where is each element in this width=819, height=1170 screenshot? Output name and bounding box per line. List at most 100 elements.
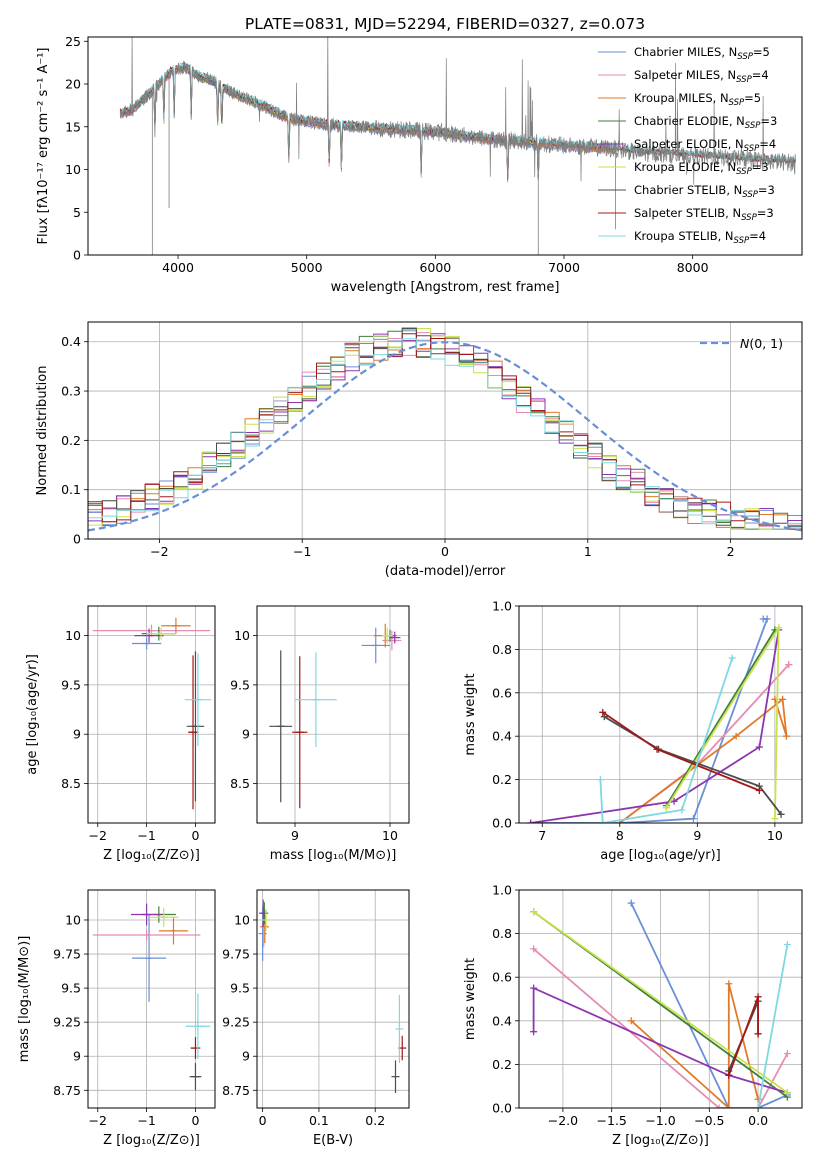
y-tick-label: 0.4 — [492, 729, 512, 744]
y-tick-label: 9 — [73, 727, 81, 742]
y-tick-label: 0.6 — [492, 970, 512, 985]
errorbar-point-chabrier-stelib — [269, 650, 293, 803]
weight-marker — [783, 1050, 791, 1057]
errorbar-point-kroupa-stelib — [184, 653, 212, 747]
x-tick-label: −1 — [137, 1113, 155, 1128]
weight-line — [630, 902, 788, 1108]
legend-label: Kroupa ELODIE, NSSP=3 — [634, 160, 769, 177]
y-tick-label: 0.4 — [492, 1013, 512, 1028]
y-tick-label: 10 — [65, 162, 81, 177]
x-tick-label: 0.2 — [365, 1113, 385, 1128]
histogram-chabrier-stelib — [88, 328, 802, 530]
errorbar-point-salpeter-stelib — [292, 656, 308, 809]
errorbar-point-kroupa-stelib — [395, 994, 404, 1064]
weight-series-kroupa-elodie — [662, 624, 783, 823]
Z-weight-ylabel: mass weight — [463, 958, 478, 1040]
y-tick-label: 9.25 — [222, 1015, 250, 1030]
mass-age-axes: 9 10 8.5 9 9.5 10 mass [log₁₀(M/M⊙)] — [230, 605, 410, 863]
weight-series-kroupa-stelib — [596, 654, 736, 823]
y-tick-label: 5 — [73, 205, 81, 220]
Z-mass-xlabel: Z [log₁₀(Z/Z⊙)] — [103, 1133, 200, 1148]
weight-line — [665, 629, 776, 807]
weight-marker — [755, 743, 763, 751]
y-tick-label: 0.6 — [492, 685, 512, 700]
mass-age-plot — [269, 623, 402, 809]
weight-marker — [627, 899, 635, 907]
x-tick-label: −1.5 — [597, 1113, 627, 1128]
Z-age-axes: −2 −1 0 8.5 9 9.5 10 Z [log₁₀(Z/Z⊙)] age [log₁₀(… — [25, 605, 216, 863]
Z-mass-ylabel: mass [log₁₀(M/M⊙)] — [17, 936, 32, 1063]
x-tick-label: −2.0 — [548, 1113, 578, 1128]
errorbar-point-salpeter-miles — [92, 929, 201, 941]
weight-series-salpeter-stelib — [599, 708, 763, 794]
y-tick-label: 8.75 — [53, 1083, 81, 1098]
residuals-ylabel: Normed distribution — [35, 366, 50, 496]
legend-label: Salpeter MILES, NSSP=4 — [634, 68, 769, 85]
weight-series-kroupa-stelib — [754, 941, 791, 1108]
x-tick-label: 0 — [259, 1113, 267, 1128]
Z-age-plot — [92, 617, 212, 810]
Z-weight-frame — [518, 889, 803, 1109]
weight-line — [530, 629, 780, 823]
x-tick-label: 9 — [291, 828, 299, 843]
legend-label: Chabrier ELODIE, NSSP=3 — [634, 114, 777, 131]
weight-marker — [725, 1104, 733, 1108]
legend-label: Salpeter ELODIE, NSSP=4 — [634, 137, 776, 154]
weight-marker — [715, 1104, 723, 1108]
errorbar-point-chabrier-miles — [131, 914, 167, 1002]
residuals-plot — [88, 327, 802, 532]
y-tick-label: 8.5 — [61, 776, 81, 791]
errorbar-point-kroupa-elodie — [149, 907, 179, 927]
x-tick-label: 0 — [191, 828, 199, 843]
errorbar-point-chabrier-stelib — [186, 651, 205, 802]
Z-age-ylabel: age [log₁₀(age/yr)] — [25, 654, 40, 775]
Z-weight-plot — [530, 899, 791, 1108]
y-tick-label: 8.5 — [230, 776, 250, 791]
weight-marker — [653, 745, 661, 753]
weight-line — [533, 911, 788, 1094]
weight-marker — [783, 1089, 791, 1097]
legend-label: Kroupa MILES, NSSP=5 — [634, 91, 761, 108]
y-tick-label: 0.2 — [492, 1057, 512, 1072]
y-tick-label: 9 — [242, 1049, 250, 1064]
ebv-mass-plot — [258, 899, 407, 1094]
weight-marker — [689, 815, 697, 823]
Z-mass-frame — [87, 889, 216, 1109]
weight-marker — [755, 786, 763, 794]
weight-marker — [779, 695, 787, 703]
spectrum-plot — [119, 37, 796, 255]
weight-line — [599, 657, 734, 823]
Z-mass-plot — [92, 903, 211, 1091]
legend-label: Chabrier MILES, NSSP=5 — [634, 45, 770, 62]
x-tick-label: 2 — [727, 544, 735, 559]
errorbar-point-kroupa-elodie — [381, 627, 393, 644]
x-tick-label: −1 — [293, 544, 311, 559]
legend-label: Kroupa STELIB, NSSP=4 — [634, 229, 766, 246]
errorbar-point-salpeter-elodie — [134, 628, 164, 643]
residual-legend: N(0, 1) — [700, 336, 783, 351]
weight-line — [727, 996, 759, 1076]
weight-series-kroupa-elodie — [530, 908, 791, 1097]
x-tick-label: 0.1 — [309, 1113, 329, 1128]
weight-marker — [782, 732, 790, 740]
y-tick-label: 9 — [73, 1049, 81, 1064]
x-tick-label: 8 — [616, 828, 624, 843]
y-tick-label: 0 — [73, 532, 81, 547]
errorbar-point-chabrier-stelib — [391, 1060, 400, 1094]
weight-marker — [662, 804, 670, 812]
mass-age-xlabel: mass [log₁₀(M/M⊙)] — [270, 848, 397, 863]
weight-line — [630, 983, 759, 1108]
errorbar-point-kroupa-elodie — [262, 909, 271, 931]
weight-marker — [596, 776, 604, 784]
weight-series-chabrier-miles — [527, 615, 771, 823]
legend-label: Chabrier STELIB, NSSP=3 — [634, 183, 775, 200]
age-weight-xlabel: age [log₁₀(age/yr)] — [600, 848, 721, 863]
x-tick-label: 4000 — [162, 260, 194, 275]
y-tick-label: 0.0 — [492, 816, 512, 831]
weight-marker — [627, 1017, 635, 1025]
weight-marker — [527, 819, 535, 823]
x-tick-label: 10 — [382, 828, 398, 843]
errorbar-point-chabrier-miles — [131, 637, 162, 650]
weight-marker — [530, 908, 538, 916]
weight-series-chabrier-elodie — [662, 626, 779, 810]
